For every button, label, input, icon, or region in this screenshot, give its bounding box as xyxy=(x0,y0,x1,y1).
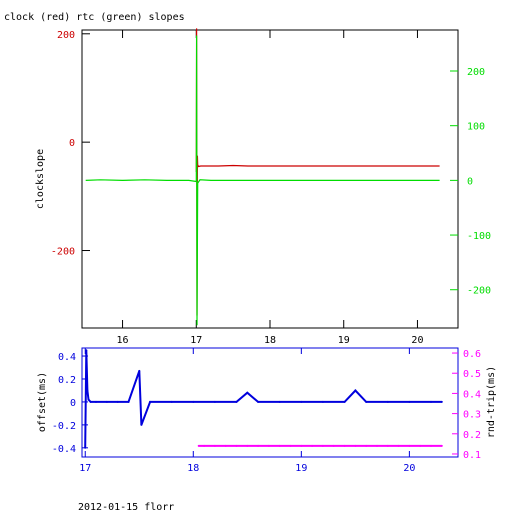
y-tick-label: 200 xyxy=(57,30,75,41)
x-tick-label: 17 xyxy=(79,463,91,474)
data-point-rnd-trip xyxy=(376,444,378,447)
bottom-plot-frame xyxy=(81,347,459,458)
x-tick-label: 20 xyxy=(411,335,423,346)
data-point-offset xyxy=(140,423,143,426)
y2-tick-label: 0.1 xyxy=(463,450,481,461)
data-point-rnd-trip xyxy=(354,444,357,447)
top-panel: 16 17 18 19 20 200 0 -200 200 100 0 -100 -200 clocks… xyxy=(35,28,491,346)
data-point-offset xyxy=(440,400,443,403)
y2-tick-label: 0.4 xyxy=(463,389,481,400)
y2-tick-label: 0.5 xyxy=(463,369,481,380)
data-point-offset xyxy=(89,400,92,403)
y-tick-label: 0.4 xyxy=(58,352,76,363)
data-point-rnd-trip xyxy=(257,444,260,447)
series-line-rtc xyxy=(85,35,440,326)
data-point-offset xyxy=(95,400,97,403)
y-tick-label: -200 xyxy=(51,247,75,258)
series-line-offset xyxy=(84,350,442,448)
data-point-offset xyxy=(84,446,87,449)
data-point-offset xyxy=(105,400,108,403)
data-point-offset xyxy=(386,400,389,403)
data-point-rnd-trip xyxy=(267,444,270,447)
x-tick-label: 19 xyxy=(338,335,350,346)
data-point-rnd-trip xyxy=(289,444,292,447)
x-tick-label: 18 xyxy=(264,335,276,346)
data-point-rnd-trip xyxy=(300,444,303,447)
chart-title: clock (red) rtc (green) slopes xyxy=(4,12,185,23)
y2-tick-label: 200 xyxy=(467,67,485,78)
data-point-rnd-trip xyxy=(203,444,206,447)
data-point-offset xyxy=(343,400,346,403)
data-point-rnd-trip xyxy=(197,444,200,447)
y2-tick-label: 0.6 xyxy=(463,349,481,360)
data-point-offset xyxy=(321,400,324,403)
bottom-y2label: rnd-trip(ms) xyxy=(486,366,497,438)
data-point-rnd-trip xyxy=(224,444,227,447)
data-point-offset xyxy=(127,400,130,403)
bottom-ylabel: offset(ms) xyxy=(37,372,48,432)
data-point-offset xyxy=(213,400,216,403)
data-point-rnd-trip xyxy=(278,444,281,447)
data-point-offset xyxy=(300,400,303,403)
y2-tick-label: 0.3 xyxy=(463,410,481,421)
top-axis-ticks: 16 17 18 19 20 200 0 -200 200 100 0 -100 -200 xyxy=(51,30,491,346)
data-point-offset xyxy=(365,400,368,403)
data-point-offset xyxy=(138,369,141,372)
data-point-offset xyxy=(278,400,281,403)
data-point-rnd-trip xyxy=(246,444,249,447)
y2-tick-label: 100 xyxy=(467,122,485,133)
y-tick-label: -0.4 xyxy=(52,444,76,455)
footer-date-user: 2012-01-15 florr xyxy=(78,502,174,512)
data-point-rnd-trip xyxy=(440,444,443,447)
data-point-offset xyxy=(257,400,260,403)
x-tick-label: 19 xyxy=(295,463,307,474)
data-point-rnd-trip xyxy=(311,444,314,447)
y2-tick-label: 0 xyxy=(467,176,473,187)
top-plot-frame xyxy=(81,29,459,329)
bottom-series xyxy=(84,349,443,449)
data-point-rnd-trip xyxy=(235,444,238,447)
y-tick-label: 0 xyxy=(70,398,76,409)
y2-tick-label: -200 xyxy=(467,286,491,297)
data-point-offset xyxy=(116,400,119,403)
y2-tick-label: -100 xyxy=(467,231,491,242)
data-point-rnd-trip xyxy=(430,444,432,447)
x-tick-label: 16 xyxy=(117,335,129,346)
x-tick-label: 20 xyxy=(403,463,415,474)
data-point-offset xyxy=(354,389,357,392)
y-tick-label: -0.2 xyxy=(52,421,76,432)
data-point-rnd-trip xyxy=(332,444,335,447)
data-point-offset xyxy=(87,398,90,401)
data-point-rnd-trip xyxy=(365,444,368,447)
y-tick-label: 0.2 xyxy=(58,375,76,386)
bottom-panel: 17 18 19 20 0.4 0.2 0 -0.2 -0.4 0.6 0.5 0.4 0.3 0.2 0.… xyxy=(37,347,497,474)
data-point-rnd-trip xyxy=(408,444,411,447)
y-tick-label: 0 xyxy=(69,138,75,149)
data-point-offset xyxy=(430,400,432,403)
data-point-rnd-trip xyxy=(343,444,346,447)
y2-tick-label: 0.2 xyxy=(463,430,481,441)
data-point-offset xyxy=(192,400,195,403)
data-point-rnd-trip xyxy=(213,444,216,447)
data-point-offset xyxy=(86,389,89,392)
series-line-clock xyxy=(195,28,440,316)
top-series xyxy=(85,28,440,326)
data-point-offset xyxy=(149,400,152,403)
data-point-rnd-trip xyxy=(397,444,400,447)
x-tick-label: 18 xyxy=(187,463,199,474)
data-point-rnd-trip xyxy=(321,444,324,447)
data-point-offset xyxy=(235,400,238,403)
data-point-offset xyxy=(246,391,249,394)
data-point-offset xyxy=(85,349,88,352)
data-point-offset xyxy=(170,400,173,403)
data-point-offset xyxy=(408,400,411,403)
data-point-rnd-trip xyxy=(419,444,422,447)
data-point-rnd-trip xyxy=(386,444,389,447)
top-ylabel: clockslope xyxy=(35,149,46,209)
bottom-axis-ticks: 17 18 19 20 0.4 0.2 0 -0.2 -0.4 0.6 0.5 0.4 0.3 0.2 0.… xyxy=(52,348,481,474)
x-tick-label: 17 xyxy=(190,335,202,346)
